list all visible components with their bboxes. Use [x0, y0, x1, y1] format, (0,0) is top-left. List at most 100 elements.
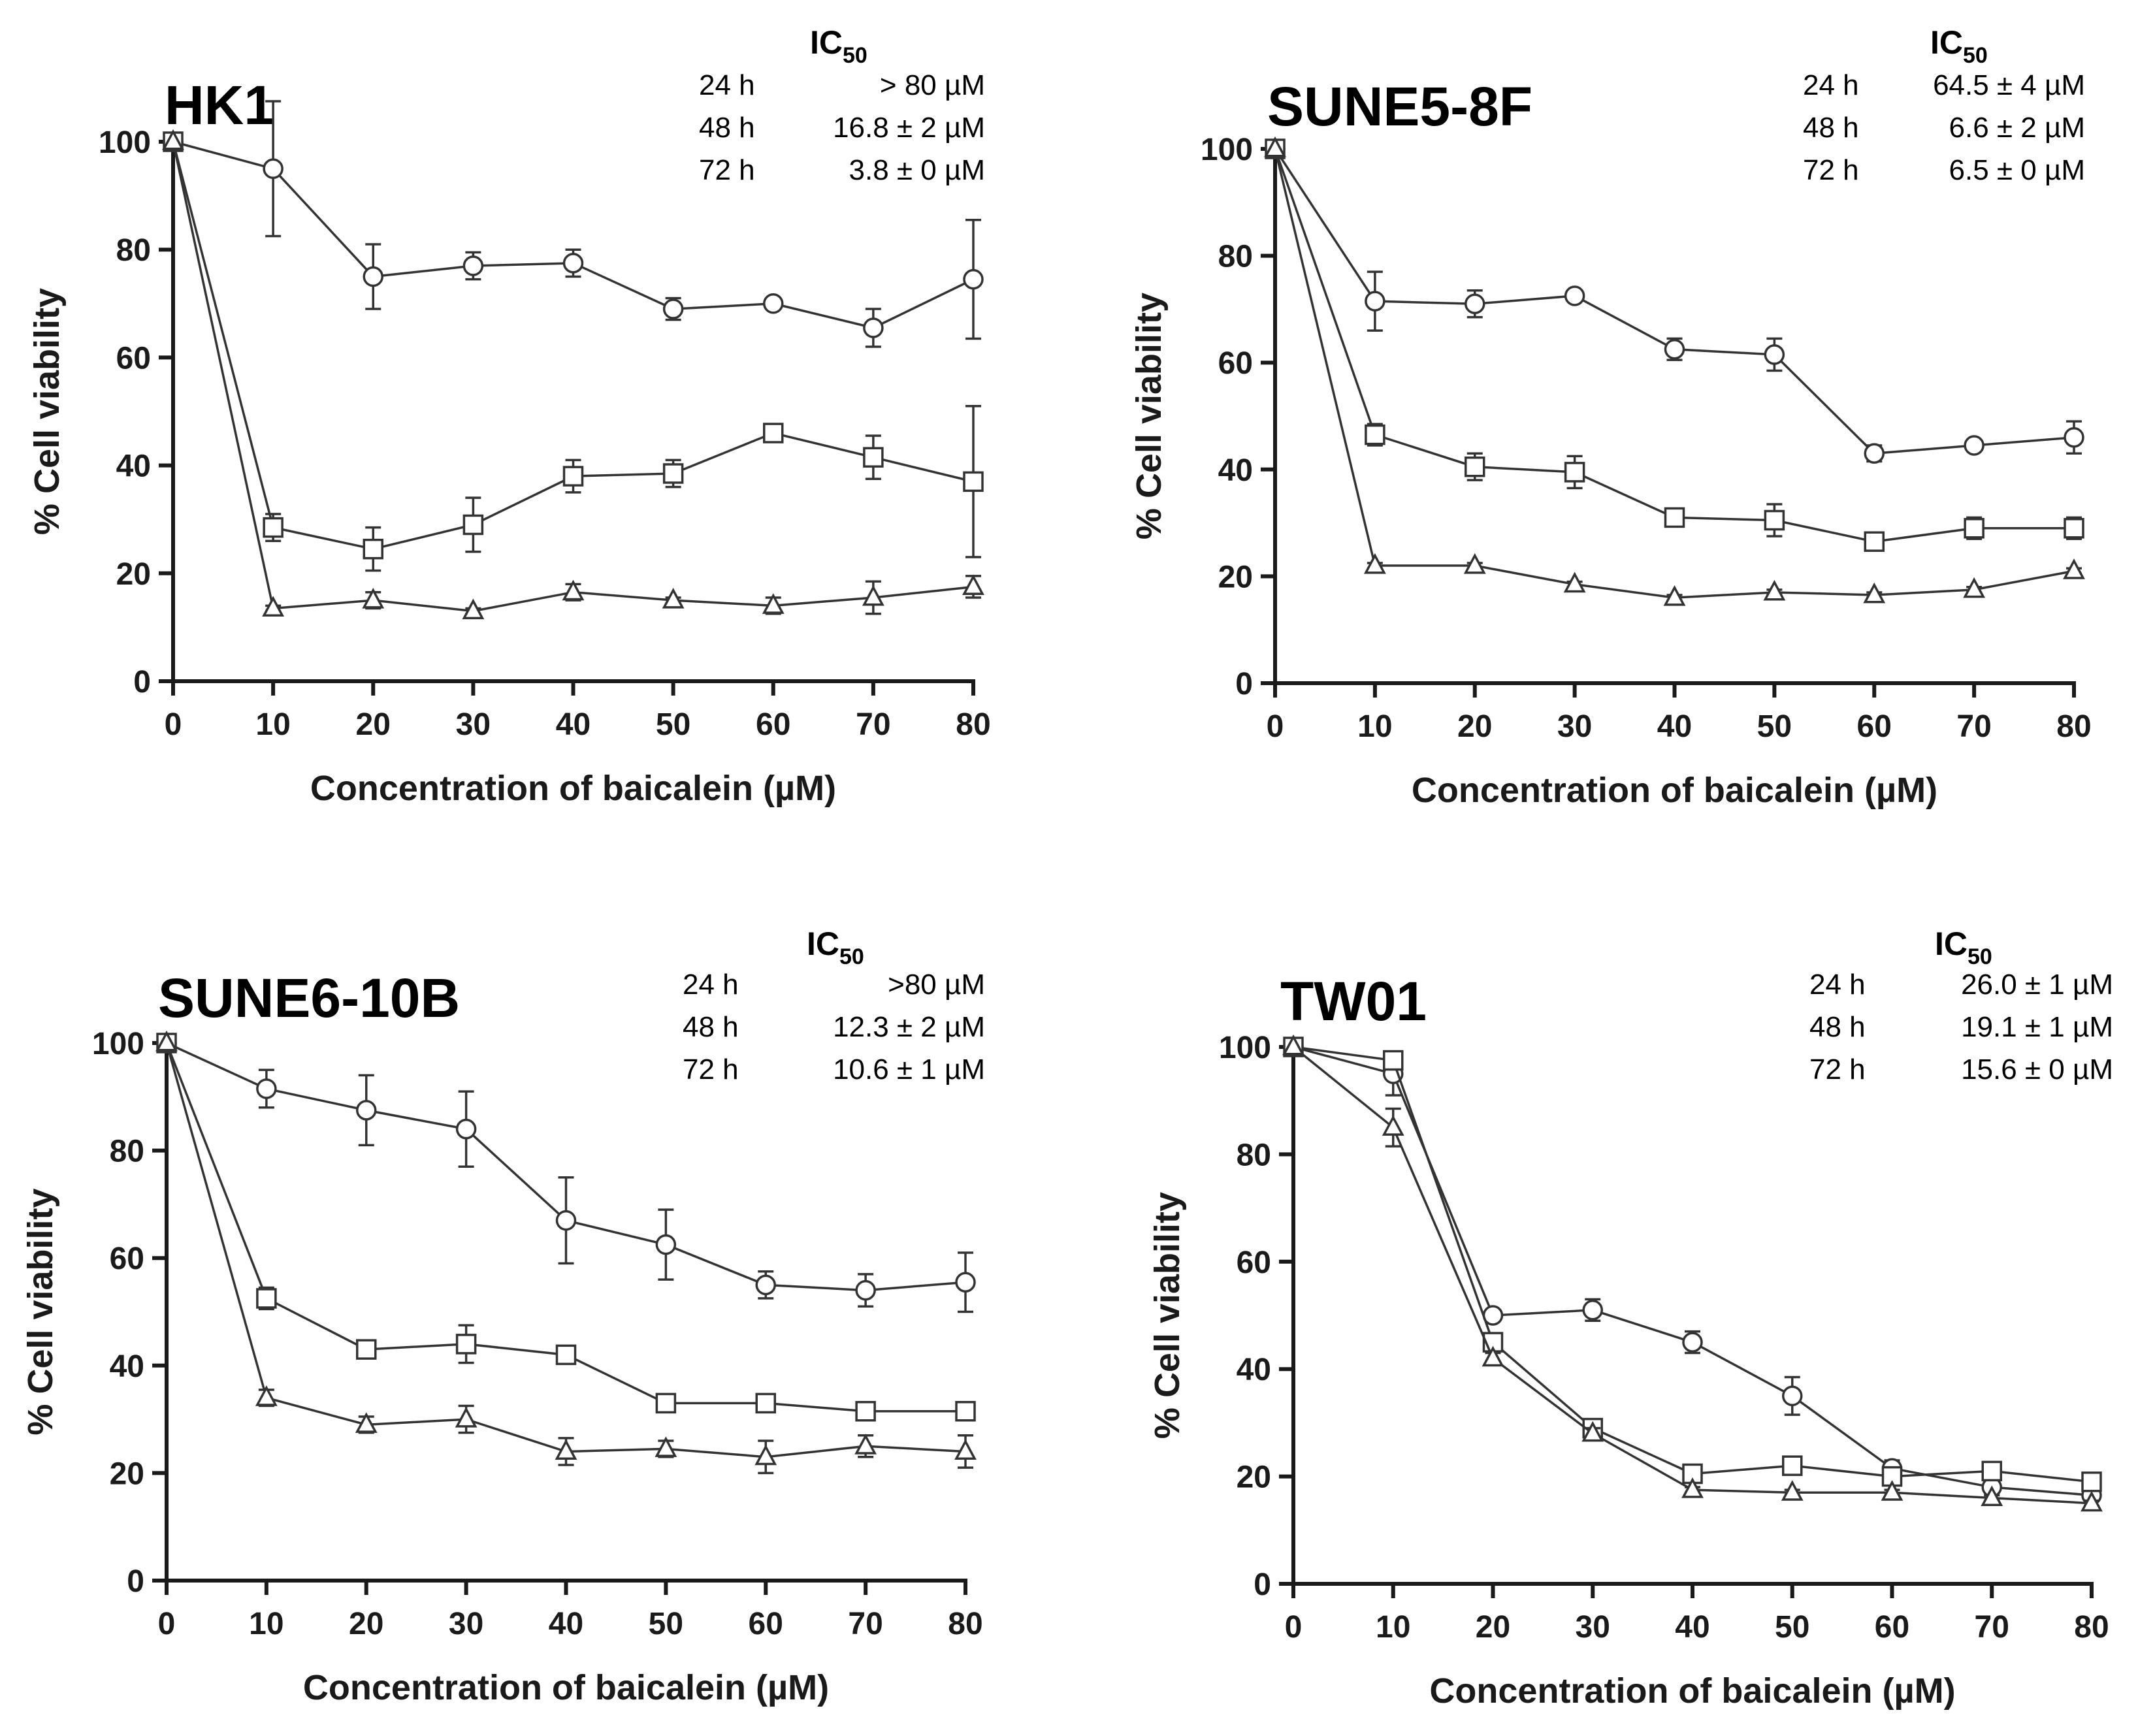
- y-tick-label: 100: [92, 1027, 144, 1061]
- series-circle: [1283, 1037, 2102, 1506]
- ic50-time-label: 72 h: [1809, 1053, 1866, 1085]
- data-point-circle: [1582, 1300, 1603, 1321]
- x-tick-label: 70: [848, 1607, 883, 1641]
- data-point-circle: [462, 255, 484, 276]
- data-point-triangle: [1781, 1480, 1804, 1501]
- data-point-circle: [1964, 435, 1984, 456]
- x-tick-label: 80: [948, 1607, 982, 1641]
- y-axis-title: % Cell viability: [1129, 293, 1169, 539]
- data-point-square: [263, 517, 283, 538]
- data-point-circle: [356, 1100, 377, 1121]
- y-tick-label: 0: [1235, 667, 1253, 701]
- data-point-square: [2081, 1471, 2102, 1492]
- y-tick-label: 40: [110, 1349, 144, 1384]
- y-tick-label: 20: [1218, 560, 1253, 594]
- ic50-value: 16.8 ± 2 µM: [833, 112, 985, 144]
- data-point-circle: [363, 266, 383, 287]
- data-point-circle: [2064, 426, 2084, 448]
- data-point-square: [755, 1392, 776, 1414]
- x-tick-label: 60: [749, 1607, 783, 1641]
- data-point-triangle: [754, 1444, 777, 1466]
- x-tick-label: 10: [1357, 709, 1392, 744]
- data-point-triangle: [262, 596, 285, 617]
- x-tick-label: 20: [1457, 709, 1492, 744]
- y-tick-label: 40: [1218, 453, 1253, 488]
- data-point-triangle: [962, 574, 984, 595]
- data-point-triangle: [462, 598, 485, 620]
- data-point-square: [462, 514, 484, 536]
- data-point-square: [1864, 531, 1885, 552]
- x-tick-label: 40: [1675, 1610, 1709, 1645]
- data-point-square: [662, 463, 684, 484]
- data-point-square: [1981, 1460, 2002, 1482]
- x-tick-label: 80: [2056, 709, 2091, 744]
- data-point-square: [363, 538, 383, 560]
- ic50-heading-base: IC: [810, 24, 843, 61]
- x-tick-label: 80: [2074, 1610, 2109, 1645]
- data-point-triangle: [2081, 1490, 2103, 1512]
- ic50-time-label: 24 h: [1809, 969, 1866, 1001]
- data-point-circle: [863, 317, 884, 338]
- ic50-value: >80 µM: [888, 969, 985, 1001]
- series-circle: [1265, 138, 2084, 464]
- data-point-triangle: [255, 1385, 278, 1406]
- ic50-value: 6.5 ± 0 µM: [1949, 154, 2085, 186]
- x-tick-label: 50: [1757, 709, 1792, 744]
- ic50-value: 12.3 ± 2 µM: [833, 1011, 985, 1043]
- x-tick-label: 60: [1875, 1610, 1909, 1645]
- data-point-triangle: [562, 579, 585, 601]
- ic50-heading: IC50: [1935, 925, 1992, 969]
- data-point-triangle: [1681, 1477, 1704, 1498]
- data-point-square: [1564, 462, 1585, 483]
- data-point-triangle: [854, 1434, 877, 1455]
- x-tick-label: 40: [556, 707, 591, 742]
- y-tick-label: 20: [1237, 1460, 1271, 1495]
- data-point-circle: [455, 1118, 477, 1140]
- y-tick-label: 100: [1201, 133, 1253, 167]
- data-point-triangle: [954, 1439, 977, 1460]
- data-point-circle: [755, 1274, 776, 1296]
- data-point-circle: [256, 1078, 277, 1099]
- series-square: [163, 131, 984, 572]
- ic50-time-label: 48 h: [683, 1011, 739, 1043]
- data-point-square: [1964, 518, 1984, 539]
- y-axis-title: % Cell viability: [27, 288, 67, 535]
- ic50-value: 19.1 ± 1 µM: [1961, 1011, 2113, 1043]
- x-tick-label: 80: [956, 707, 990, 742]
- y-tick-label: 80: [1218, 240, 1253, 274]
- series-circle: [163, 100, 984, 348]
- ic50-value: 6.6 ± 2 µM: [1949, 112, 2085, 144]
- x-tick-label: 20: [356, 707, 391, 742]
- data-point-circle: [1764, 344, 1785, 365]
- x-tick-label: 30: [1576, 1610, 1610, 1645]
- ic50-time-label: 72 h: [1803, 154, 1859, 186]
- data-point-square: [455, 1334, 477, 1355]
- x-axis-title: Concentration of baicalein (µM): [1429, 1671, 1955, 1711]
- data-point-triangle: [355, 1412, 378, 1433]
- data-point-triangle: [1382, 1115, 1404, 1136]
- data-point-square: [555, 1344, 577, 1366]
- x-tick-label: 30: [456, 707, 491, 742]
- x-tick-label: 30: [449, 1607, 483, 1641]
- data-point-circle: [963, 268, 984, 290]
- data-point-square: [2064, 518, 2084, 539]
- data-point-circle: [1365, 291, 1385, 312]
- ic50-time-label: 48 h: [699, 112, 755, 144]
- data-point-square: [562, 466, 584, 487]
- data-point-triangle: [162, 129, 184, 150]
- data-point-square: [1664, 507, 1685, 528]
- x-tick-label: 0: [158, 1607, 176, 1641]
- data-point-circle: [1564, 285, 1585, 306]
- data-point-triangle: [1881, 1480, 1903, 1501]
- ic50-heading: IC50: [1930, 24, 1988, 68]
- data-point-circle: [855, 1279, 876, 1301]
- ic50-time-label: 24 h: [1803, 69, 1859, 101]
- data-point-square: [1383, 1050, 1404, 1071]
- ic50-value: 64.5 ± 4 µM: [1933, 69, 2085, 101]
- x-tick-label: 20: [349, 1607, 383, 1641]
- data-point-circle: [655, 1234, 677, 1255]
